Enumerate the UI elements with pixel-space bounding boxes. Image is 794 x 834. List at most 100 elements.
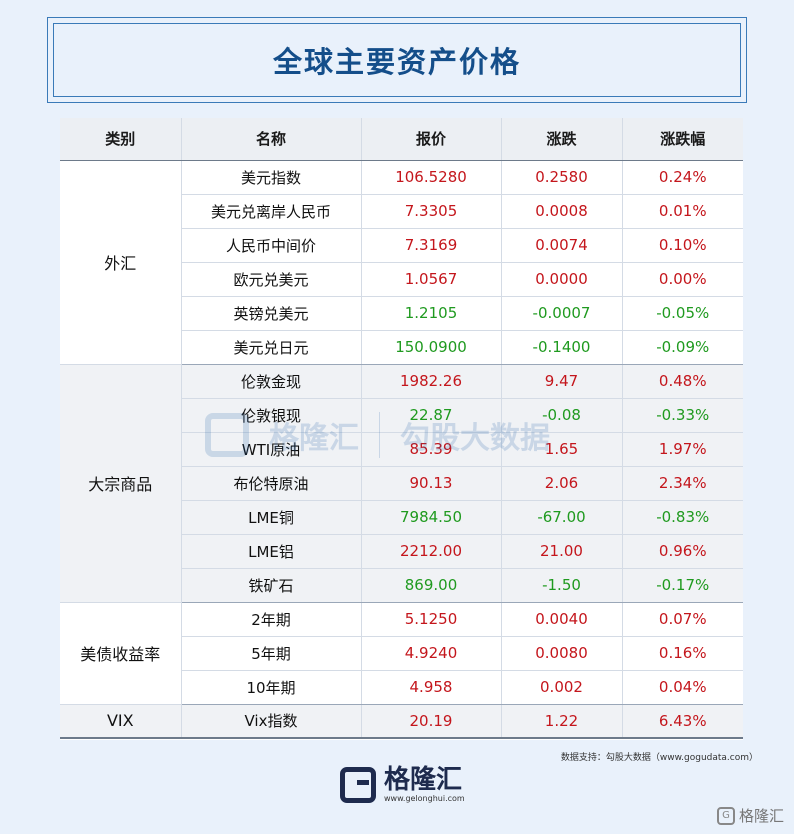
name-cell: 英镑兑美元 xyxy=(181,296,362,331)
table-row: 外汇 美元指数 106.5280 0.2580 0.24% xyxy=(60,160,743,365)
change-pct-cell: 0.10% xyxy=(622,228,743,263)
change-pct-cell: 2.34% xyxy=(622,466,743,501)
change-cell: 0.0080 xyxy=(501,636,623,671)
price-cell: 1.2105 xyxy=(361,296,502,331)
change-cell: 9.47 xyxy=(501,364,623,399)
corner-watermark: G 格隆汇 xyxy=(716,805,784,826)
change-cell: 0.0074 xyxy=(501,228,623,263)
name-cell: LME铝 xyxy=(181,534,362,569)
table-row: 欧元兑美元 1.0567 0.0000 0.00% xyxy=(60,262,743,297)
change-cell: 0.2580 xyxy=(501,160,623,195)
table-row: 美元兑离岸人民币 7.3305 0.0008 0.01% xyxy=(60,194,743,229)
name-cell: 10年期 xyxy=(181,670,362,705)
change-pct-cell: -0.05% xyxy=(622,296,743,331)
name-cell: LME铜 xyxy=(181,500,362,535)
name-cell: 美元兑离岸人民币 xyxy=(181,194,362,229)
change-pct-cell: 0.07% xyxy=(622,602,743,637)
price-cell: 90.13 xyxy=(361,466,502,501)
change-pct-cell: -0.33% xyxy=(622,398,743,433)
price-cell: 20.19 xyxy=(361,704,502,739)
change-cell: 0.0040 xyxy=(501,602,623,637)
change-cell: -0.1400 xyxy=(501,330,623,365)
change-cell: 1.65 xyxy=(501,432,623,467)
name-cell: 人民币中间价 xyxy=(181,228,362,263)
name-cell: 伦敦金现 xyxy=(181,364,362,399)
category-cell: 大宗商品 xyxy=(60,364,182,603)
change-cell: 0.0008 xyxy=(501,194,623,229)
change-pct-cell: 0.48% xyxy=(622,364,743,399)
header-name: 名称 xyxy=(181,118,362,161)
name-cell: 布伦特原油 xyxy=(181,466,362,501)
corner-logo-icon: G xyxy=(716,806,735,825)
change-pct-cell: 0.16% xyxy=(622,636,743,671)
table-row: LME铝 2212.00 21.00 0.96% xyxy=(60,534,743,569)
category-cell: 外汇 xyxy=(60,160,182,365)
name-cell: 铁矿石 xyxy=(181,568,362,603)
price-cell: 7984.50 xyxy=(361,500,502,535)
change-cell: 21.00 xyxy=(501,534,623,569)
header-category: 类别 xyxy=(60,118,182,161)
table-row: WTI原油 85.39 1.65 1.97% xyxy=(60,432,743,467)
data-source-note: 数据支持：勾股大数据（www.gogudata.com） xyxy=(560,753,758,763)
change-pct-cell: -0.09% xyxy=(622,330,743,365)
name-cell: 美元指数 xyxy=(181,160,362,195)
name-cell: Vix指数 xyxy=(181,704,362,739)
change-pct-cell: 1.97% xyxy=(622,432,743,467)
header-price: 报价 xyxy=(361,118,502,161)
change-pct-cell: 0.01% xyxy=(622,194,743,229)
table-row: 美债收益率 2年期 5.1250 0.0040 0.07% xyxy=(60,602,743,705)
table-row: 5年期 4.9240 0.0080 0.16% xyxy=(60,636,743,671)
change-pct-cell: 0.96% xyxy=(622,534,743,569)
price-cell: 4.958 xyxy=(361,670,502,705)
corner-brand: 格隆汇 xyxy=(738,807,784,825)
change-cell: -0.08 xyxy=(501,398,623,433)
brand-logo-icon xyxy=(340,766,376,803)
page-title: 全球主要资产价格 xyxy=(272,45,521,79)
change-cell: -0.0007 xyxy=(501,296,623,331)
change-pct-cell: -0.17% xyxy=(622,568,743,603)
change-cell: 1.22 xyxy=(501,704,623,739)
table-row: 10年期 4.958 0.002 0.04% xyxy=(60,670,743,705)
table-row: 美元兑日元 150.0900 -0.1400 -0.09% xyxy=(60,330,743,365)
asset-price-table-container: 类别 名称 报价 涨跌 涨跌幅 外汇 美元指数 106.5280 0.2580 0.24… xyxy=(60,118,743,740)
name-cell: 2年期 xyxy=(181,602,362,637)
footer-logo: 格隆汇 www.gelonghui.com xyxy=(340,766,465,803)
name-cell: 5年期 xyxy=(181,636,362,671)
category-cell: VIX xyxy=(60,704,182,739)
name-cell: WTI原油 xyxy=(181,432,362,467)
table-row: 铁矿石 869.00 -1.50 -0.17% xyxy=(60,568,743,603)
table-row: 布伦特原油 90.13 2.06 2.34% xyxy=(60,466,743,501)
change-cell: 0.002 xyxy=(501,670,623,705)
change-pct-cell: 0.00% xyxy=(622,262,743,297)
table-row: LME铜 7984.50 -67.00 -0.83% xyxy=(60,500,743,535)
name-cell: 欧元兑美元 xyxy=(181,262,362,297)
price-cell: 7.3305 xyxy=(361,194,502,229)
change-pct-cell: 0.04% xyxy=(622,670,743,705)
price-cell: 106.5280 xyxy=(361,160,502,195)
price-cell: 2212.00 xyxy=(361,534,502,569)
change-cell: 2.06 xyxy=(501,466,623,501)
table-row: 伦敦银现 22.87 -0.08 -0.33% xyxy=(60,398,743,433)
change-pct-cell: 0.24% xyxy=(622,160,743,195)
price-cell: 5.1250 xyxy=(361,602,502,637)
footer-url: www.gelonghui.com xyxy=(384,794,465,803)
change-cell: -67.00 xyxy=(501,500,623,535)
price-cell: 85.39 xyxy=(361,432,502,467)
price-cell: 1982.26 xyxy=(361,364,502,399)
table-row: 英镑兑美元 1.2105 -0.0007 -0.05% xyxy=(60,296,743,331)
price-cell: 1.0567 xyxy=(361,262,502,297)
table-row: 人民币中间价 7.3169 0.0074 0.10% xyxy=(60,228,743,263)
price-cell: 150.0900 xyxy=(361,330,502,365)
price-cell: 4.9240 xyxy=(361,636,502,671)
asset-price-table: 类别 名称 报价 涨跌 涨跌幅 外汇 美元指数 106.5280 0.2580 0.24… xyxy=(60,118,743,739)
header-change: 涨跌 xyxy=(501,118,623,161)
price-cell: 869.00 xyxy=(361,568,502,603)
change-pct-cell: 6.43% xyxy=(622,704,743,739)
title-box: 全球主要资产价格 xyxy=(47,17,747,103)
table-header-row: 类别 名称 报价 涨跌 涨跌幅 xyxy=(60,118,743,161)
change-pct-cell: -0.83% xyxy=(622,500,743,535)
name-cell: 美元兑日元 xyxy=(181,330,362,365)
price-cell: 7.3169 xyxy=(361,228,502,263)
table-body: 外汇 美元指数 106.5280 0.2580 0.24% 美元兑离岸人民币 7.3305 0… xyxy=(60,160,743,739)
price-cell: 22.87 xyxy=(361,398,502,433)
